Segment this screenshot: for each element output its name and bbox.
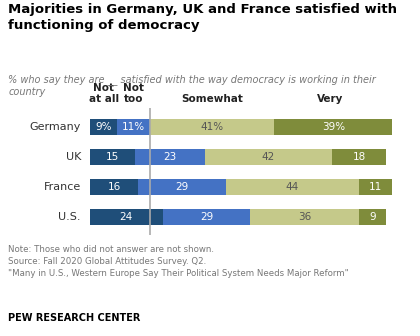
Text: 23: 23 bbox=[163, 152, 177, 162]
Text: 11%: 11% bbox=[122, 122, 145, 132]
Text: Germany: Germany bbox=[29, 122, 81, 132]
Text: France: France bbox=[44, 182, 81, 192]
Text: Very: Very bbox=[317, 94, 344, 104]
Bar bbox=[274, 119, 392, 135]
Text: 29: 29 bbox=[176, 182, 189, 192]
Bar bbox=[139, 179, 226, 196]
Text: 18: 18 bbox=[352, 152, 366, 162]
Text: 29: 29 bbox=[200, 212, 213, 222]
Bar bbox=[117, 119, 150, 135]
Text: 11: 11 bbox=[369, 182, 382, 192]
Text: 15: 15 bbox=[106, 152, 119, 162]
Text: 16: 16 bbox=[108, 182, 121, 192]
Bar bbox=[90, 209, 163, 225]
Bar bbox=[150, 119, 274, 135]
Bar bbox=[332, 149, 386, 165]
Text: % who say they are __ satisfied with the way democracy is working in their
count: % who say they are __ satisfied with the… bbox=[8, 74, 376, 97]
Text: 9: 9 bbox=[369, 212, 376, 222]
Text: 42: 42 bbox=[262, 152, 275, 162]
Text: 9%: 9% bbox=[95, 122, 112, 132]
Bar bbox=[135, 149, 205, 165]
Text: 39%: 39% bbox=[322, 122, 345, 132]
Text: Majorities in Germany, UK and France satisfied with
functioning of democracy: Majorities in Germany, UK and France sat… bbox=[8, 3, 397, 32]
Bar bbox=[90, 149, 135, 165]
Text: Not
too: Not too bbox=[123, 83, 144, 104]
Bar bbox=[226, 179, 359, 196]
Bar bbox=[205, 149, 332, 165]
Bar bbox=[359, 179, 392, 196]
Text: PEW RESEARCH CENTER: PEW RESEARCH CENTER bbox=[8, 312, 141, 323]
Text: Somewhat: Somewhat bbox=[181, 94, 244, 104]
Text: UK: UK bbox=[66, 152, 81, 162]
Bar bbox=[250, 209, 359, 225]
Text: U.S.: U.S. bbox=[58, 212, 81, 222]
Text: 24: 24 bbox=[120, 212, 133, 222]
Text: 36: 36 bbox=[298, 212, 311, 222]
Text: 44: 44 bbox=[286, 182, 299, 192]
Text: 41%: 41% bbox=[201, 122, 224, 132]
Text: Note: Those who did not answer are not shown.
Source: Fall 2020 Global Attitudes: Note: Those who did not answer are not s… bbox=[8, 245, 349, 278]
Bar bbox=[90, 119, 117, 135]
Bar bbox=[163, 209, 250, 225]
Bar bbox=[90, 179, 139, 196]
Text: Not
at all: Not at all bbox=[89, 83, 119, 104]
Bar bbox=[359, 209, 386, 225]
